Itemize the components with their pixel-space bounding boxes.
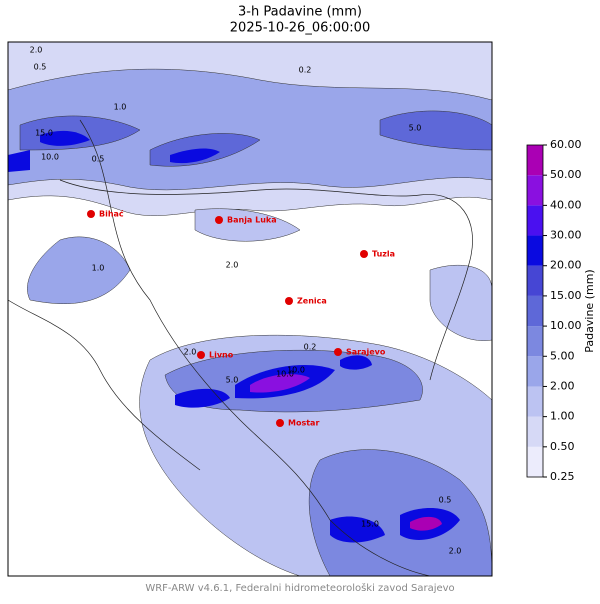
colorbar-tick-label: 40.00 [550, 198, 582, 211]
city-label: Sarajevo [346, 348, 386, 357]
city-label: Zenica [297, 297, 327, 306]
colorbar-frame [526, 144, 544, 478]
contour-label: 0.5 [34, 63, 47, 72]
city-marker [276, 419, 284, 427]
title: 3-h Padavine (mm) [238, 5, 362, 20]
colorbar-tick-label: 50.00 [550, 168, 582, 181]
city-label: Livno [209, 351, 234, 360]
colorbar-tick-label: 15.00 [550, 289, 582, 302]
contour-label: 2.0 [184, 348, 197, 357]
colorbar-tick-label: 10.00 [550, 319, 582, 332]
map-frame [7, 41, 493, 577]
city-marker [360, 250, 368, 258]
city-label: Banja Luka [227, 216, 277, 225]
colorbar-tick-label: 0.50 [550, 440, 575, 453]
colorbar-tick-label: 5.00 [550, 349, 575, 362]
contour-label: 10.0 [41, 153, 59, 162]
colorbar-segment [527, 326, 543, 357]
city-marker [334, 348, 342, 356]
colorbar-segment [527, 145, 543, 176]
contour-label: 0.5 [439, 496, 452, 505]
contour-label: 2.0 [226, 261, 239, 270]
colorbar-segment [527, 175, 543, 206]
contour-label: 2.0 [449, 547, 462, 556]
colorbar-tick-label: 2.00 [550, 379, 575, 392]
subtitle: 2025-10-26_06:00:00 [230, 21, 370, 36]
colorbar-segment [527, 235, 543, 266]
map [7, 41, 493, 577]
colorbar-tick-label: 20.00 [550, 259, 582, 272]
colorbar-segment [527, 295, 543, 327]
city-label: Tuzla [372, 250, 395, 259]
colorbar-segment [527, 416, 543, 447]
colorbar-segment [527, 205, 543, 236]
contour-label: 10.0 [287, 366, 305, 375]
contour-label: 0.2 [304, 343, 317, 352]
colorbar-title: Padavine (mm) [583, 269, 596, 352]
contour-label: 10.0 [276, 370, 294, 379]
contour-label: 0.5 [92, 155, 105, 164]
colorbar-tick-label: 0.25 [550, 470, 575, 483]
city-marker [87, 210, 95, 218]
colorbar-tick-label: 1.00 [550, 410, 575, 423]
colorbar-tick-label: 60.00 [550, 138, 582, 151]
city-marker [197, 351, 205, 359]
colorbar-segment [527, 265, 543, 296]
contour-label: 5.0 [409, 124, 422, 133]
colorbar-segment [527, 446, 543, 477]
city-marker [285, 297, 293, 305]
contour-label: 1.0 [114, 103, 127, 112]
colorbar-segment [527, 356, 543, 387]
city-label: Mostar [288, 419, 319, 428]
contour-label: 0.2 [299, 66, 312, 75]
contour-label: 15.0 [35, 129, 53, 138]
city-label: Bihać [99, 209, 124, 219]
contour-label: 15.0 [361, 520, 379, 529]
colorbar-tick-label: 30.00 [550, 229, 582, 242]
colorbar-segment [527, 386, 543, 417]
footer: WRF-ARW v4.6.1, Federalni hidrometeorolo… [145, 582, 454, 594]
contour-label: 1.0 [92, 264, 105, 273]
contour-label: 5.0 [226, 376, 239, 385]
city-marker [215, 216, 223, 224]
contour-label: 2.0 [30, 46, 43, 55]
